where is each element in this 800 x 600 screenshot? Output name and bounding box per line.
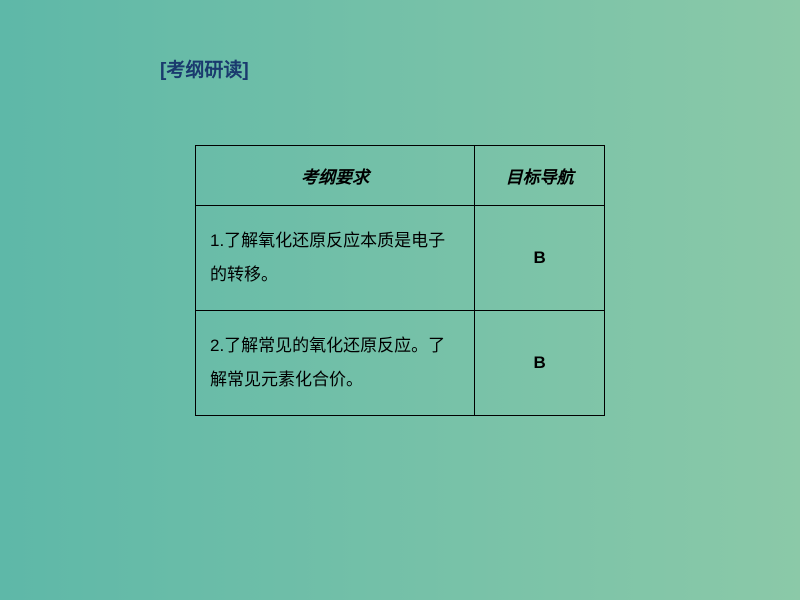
navigation-cell: B <box>475 206 605 311</box>
navigation-cell: B <box>475 311 605 416</box>
table-header-row: 考纲要求 目标导航 <box>196 146 605 206</box>
header-navigation: 目标导航 <box>475 146 605 206</box>
section-heading: [考纲研读] <box>160 55 249 82</box>
table-row: 1.了解氧化还原反应本质是电子的转移。 B <box>196 206 605 311</box>
requirement-cell: 2.了解常见的氧化还原反应。了解常见元素化合价。 <box>196 311 475 416</box>
requirement-cell: 1.了解氧化还原反应本质是电子的转移。 <box>196 206 475 311</box>
syllabus-table-container: 考纲要求 目标导航 1.了解氧化还原反应本质是电子的转移。 B 2.了解常见的氧… <box>195 145 605 416</box>
syllabus-table: 考纲要求 目标导航 1.了解氧化还原反应本质是电子的转移。 B 2.了解常见的氧… <box>195 145 605 416</box>
header-requirement: 考纲要求 <box>196 146 475 206</box>
table-row: 2.了解常见的氧化还原反应。了解常见元素化合价。 B <box>196 311 605 416</box>
